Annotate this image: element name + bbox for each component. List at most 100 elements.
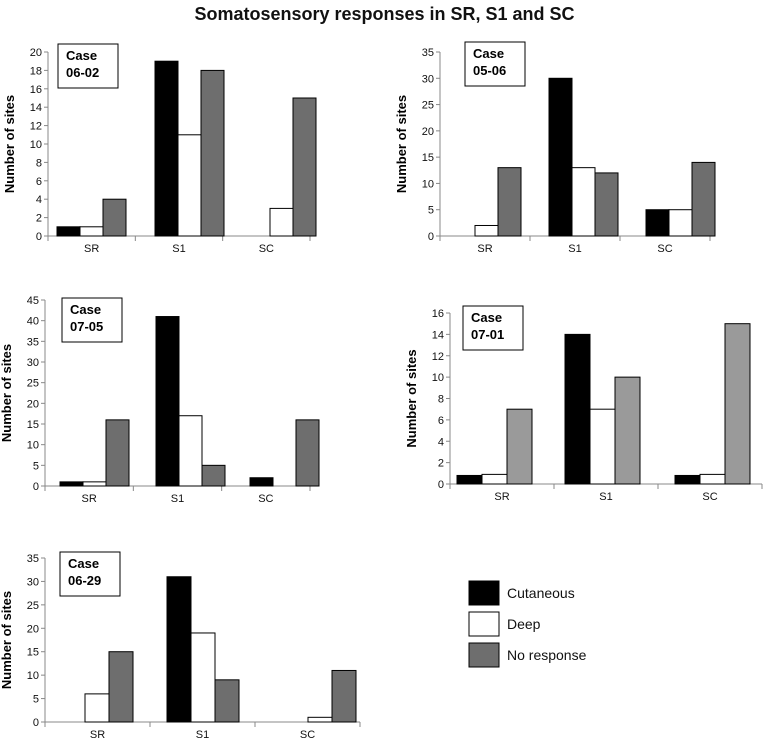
figure-title: Somatosensory responses in SR, S1 and SC	[194, 4, 575, 24]
y-tick-label: 35	[27, 553, 39, 565]
bar-deep	[84, 693, 110, 723]
y-tick-label: 10	[27, 670, 39, 682]
bar-cutaneous	[456, 474, 483, 485]
x-tick-label: SC	[258, 493, 273, 505]
bar-no-response	[691, 161, 716, 237]
y-tick-label: 45	[27, 295, 39, 307]
case-label-line: Case	[473, 46, 504, 61]
x-tick-label: SR	[82, 493, 97, 505]
bar-deep	[668, 209, 693, 237]
bar-deep	[190, 632, 216, 723]
y-tick-label: 0	[33, 481, 39, 493]
y-tick-label: 10	[27, 440, 39, 452]
y-tick-label: 0	[33, 717, 39, 729]
legend-swatch-no-response	[468, 642, 500, 668]
legend-swatch-cutaneous	[468, 580, 500, 606]
case-label-line: Case	[68, 556, 99, 571]
x-tick-label: SR	[84, 243, 99, 255]
bar-deep	[474, 224, 499, 237]
bar-cutaneous	[155, 316, 180, 487]
legend: Cutaneous Deep No response	[468, 580, 587, 668]
legend-label: Cutaneous	[507, 585, 575, 601]
x-tick-label: S1	[196, 729, 209, 741]
bar-no-response	[506, 408, 533, 485]
y-axis-title: Number of sites	[404, 349, 419, 447]
case-label-line: 05-06	[473, 63, 506, 78]
bar-cutaneous	[674, 474, 701, 485]
bar-deep	[481, 473, 508, 485]
y-tick-label: 35	[27, 336, 39, 348]
x-tick-label: SR	[90, 729, 105, 741]
chart-panel-2: 0 5 10 15 20 25 30 35 Number of sites SR S1 SC Case 0…	[394, 41, 716, 255]
bar-no-response	[497, 167, 522, 237]
y-tick-label: 30	[422, 73, 434, 85]
y-tick-label: 30	[27, 576, 39, 588]
bar-cutaneous	[645, 209, 670, 237]
case-label-line: Case	[471, 310, 502, 325]
case-label-line: 06-29	[68, 573, 101, 588]
y-tick-label: 5	[33, 460, 39, 472]
y-tick-label: 0	[36, 231, 42, 243]
bar-deep	[571, 167, 596, 237]
x-tick-label: S1	[599, 491, 612, 503]
bar-no-response	[614, 376, 641, 485]
y-tick-label: 6	[438, 415, 444, 427]
bar-no-response	[331, 669, 357, 723]
y-tick-label: 4	[438, 436, 444, 448]
bar-no-response	[200, 69, 225, 237]
y-tick-label: 14	[30, 102, 42, 114]
y-tick-label: 0	[428, 231, 434, 243]
bar-cutaneous	[249, 477, 274, 487]
y-tick-label: 20	[30, 47, 42, 59]
y-tick-label: 40	[27, 316, 39, 328]
y-tick-label: 18	[30, 65, 42, 77]
y-tick-label: 25	[27, 600, 39, 612]
case-label-line: 07-05	[70, 319, 103, 334]
y-tick-label: 15	[422, 152, 434, 164]
case-label-line: 06-02	[66, 65, 99, 80]
y-axis-title: Number of sites	[0, 591, 14, 689]
bar-no-response	[201, 464, 226, 487]
bar-cutaneous	[166, 576, 192, 723]
chart-panel-5: 0 5 10 15 20 25 30 35 Number of sites SR S1 SC Case 0…	[0, 551, 361, 741]
y-tick-label: 15	[27, 647, 39, 659]
y-tick-label: 30	[27, 357, 39, 369]
y-tick-label: 8	[438, 394, 444, 406]
y-axis-title: Number of sites	[2, 95, 17, 193]
y-tick-label: 10	[30, 139, 42, 151]
bar-no-response	[292, 97, 317, 237]
bar-cutaneous	[59, 481, 84, 487]
x-tick-label: S1	[172, 243, 185, 255]
y-tick-label: 25	[27, 378, 39, 390]
legend-label: No response	[507, 647, 587, 663]
y-axis-title: Number of sites	[0, 344, 14, 442]
y-axis-title: Number of sites	[394, 95, 409, 193]
x-tick-label: SC	[702, 491, 717, 503]
bar-cutaneous	[56, 226, 81, 237]
x-tick-label: SR	[477, 243, 492, 255]
case-label-box	[59, 551, 121, 597]
bar-no-response	[102, 198, 127, 237]
x-tick-label: S1	[171, 493, 184, 505]
bar-deep	[177, 134, 202, 237]
y-tick-label: 6	[36, 176, 42, 188]
chart-panel-3: 0 5 10 15 20 25 30 35 40 45 Number of sites SR S1 SC C…	[0, 295, 320, 505]
case-label-box	[61, 297, 123, 343]
bar-deep	[589, 408, 616, 485]
legend-label: Deep	[507, 616, 541, 632]
case-label-line: 07-01	[471, 327, 504, 342]
x-tick-label: SC	[657, 243, 672, 255]
x-tick-label: S1	[568, 243, 581, 255]
chart-panel-4: 0 2 4 6 8 10 12 14 16 Number of sites SR S1 SC Case 07…	[404, 305, 763, 503]
bar-deep	[307, 716, 333, 723]
bar-deep	[79, 226, 104, 237]
y-tick-label: 20	[27, 623, 39, 635]
bar-cutaneous	[154, 60, 179, 237]
bar-no-response	[105, 419, 130, 487]
bar-no-response	[214, 679, 240, 723]
y-tick-label: 5	[428, 205, 434, 217]
x-tick-label: SR	[494, 491, 509, 503]
y-tick-label: 20	[27, 398, 39, 410]
y-tick-label: 0	[438, 479, 444, 491]
y-tick-label: 10	[432, 372, 444, 384]
